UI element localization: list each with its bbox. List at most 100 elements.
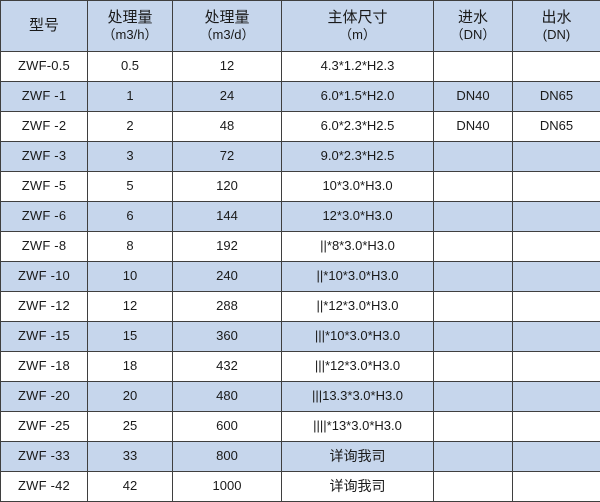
cell-flow-hourly: 0.5 <box>87 51 173 82</box>
table-row: ZWF -5 5 120 10*3.0*H3.0 <box>0 171 600 202</box>
cell-dimensions: ||*10*3.0*H3.0 <box>281 261 434 292</box>
column-header-flow-daily: 处理量 （m3/d） <box>172 0 282 52</box>
cell-flow-daily: 800 <box>172 441 282 472</box>
column-header-model-title: 型号 <box>28 17 59 35</box>
cell-flow-daily: 600 <box>172 411 282 442</box>
cell-model: ZWF -5 <box>0 171 88 202</box>
cell-model: ZWF -2 <box>0 111 88 142</box>
table-row: ZWF-0.5 0.5 12 4.3*1.2*H2.3 <box>0 51 600 82</box>
cell-dimensions: 4.3*1.2*H2.3 <box>281 51 434 82</box>
cell-outlet <box>512 261 600 292</box>
cell-model: ZWF -33 <box>0 441 88 472</box>
cell-flow-hourly: 42 <box>87 471 173 502</box>
column-header-flow-daily-title: 处理量 <box>204 9 250 27</box>
table-row: ZWF -2 2 48 6.0*2.3*H2.5 DN40 DN65 <box>0 111 600 142</box>
cell-inlet <box>433 51 513 82</box>
cell-flow-hourly: 6 <box>87 201 173 232</box>
cell-flow-hourly: 1 <box>87 81 173 112</box>
cell-outlet <box>512 381 600 412</box>
cell-outlet: DN65 <box>512 111 600 142</box>
cell-dimensions: ||*8*3.0*H3.0 <box>281 231 434 262</box>
table-row: ZWF -8 8 192 ||*8*3.0*H3.0 <box>0 231 600 262</box>
cell-inlet <box>433 351 513 382</box>
cell-flow-hourly: 18 <box>87 351 173 382</box>
cell-outlet <box>512 441 600 472</box>
cell-flow-hourly: 5 <box>87 171 173 202</box>
cell-inlet <box>433 381 513 412</box>
cell-flow-hourly: 8 <box>87 231 173 262</box>
cell-outlet <box>512 141 600 172</box>
cell-inlet <box>433 291 513 322</box>
cell-flow-daily: 240 <box>172 261 282 292</box>
cell-flow-daily: 432 <box>172 351 282 382</box>
cell-model: ZWF -20 <box>0 381 88 412</box>
cell-flow-hourly: 25 <box>87 411 173 442</box>
column-header-dimensions-title: 主体尺寸 <box>327 9 388 27</box>
column-header-model: 型号 <box>0 0 88 52</box>
cell-model: ZWF -3 <box>0 141 88 172</box>
table-row: ZWF -33 33 800 详询我司 <box>0 441 600 472</box>
cell-model: ZWF -8 <box>0 231 88 262</box>
cell-dimensions: 详询我司 <box>281 441 434 472</box>
cell-dimensions: 10*3.0*H3.0 <box>281 171 434 202</box>
cell-inlet: DN40 <box>433 81 513 112</box>
cell-outlet <box>512 51 600 82</box>
cell-model: ZWF -10 <box>0 261 88 292</box>
cell-outlet <box>512 291 600 322</box>
cell-outlet <box>512 321 600 352</box>
cell-dimensions: 9.0*2.3*H2.5 <box>281 141 434 172</box>
cell-flow-hourly: 10 <box>87 261 173 292</box>
table-row: ZWF -20 20 480 |||13.3*3.0*H3.0 <box>0 381 600 412</box>
cell-flow-daily: 120 <box>172 171 282 202</box>
cell-model: ZWF -15 <box>0 321 88 352</box>
cell-flow-hourly: 15 <box>87 321 173 352</box>
cell-model: ZWF -6 <box>0 201 88 232</box>
column-header-outlet-title: 出水 <box>541 9 572 27</box>
cell-inlet <box>433 201 513 232</box>
cell-model: ZWF -42 <box>0 471 88 502</box>
table-body: ZWF-0.5 0.5 12 4.3*1.2*H2.3 ZWF -1 1 24 … <box>0 51 600 502</box>
cell-dimensions: 6.0*2.3*H2.5 <box>281 111 434 142</box>
cell-dimensions: 12*3.0*H3.0 <box>281 201 434 232</box>
column-header-flow-daily-unit: （m3/d） <box>199 27 255 43</box>
cell-dimensions: |||13.3*3.0*H3.0 <box>281 381 434 412</box>
column-header-dimensions-unit: （m） <box>339 27 376 43</box>
table-row: ZWF -3 3 72 9.0*2.3*H2.5 <box>0 141 600 172</box>
cell-dimensions: |||*12*3.0*H3.0 <box>281 351 434 382</box>
cell-flow-daily: 288 <box>172 291 282 322</box>
header-row: 型号 处理量 （m3/h） 处理量 （m3/d） 主体尺寸 （m） 进水 （DN… <box>0 0 600 52</box>
cell-outlet <box>512 171 600 202</box>
column-header-inlet-title: 进水 <box>457 9 488 27</box>
cell-flow-daily: 48 <box>172 111 282 142</box>
cell-inlet <box>433 471 513 502</box>
cell-model: ZWF-0.5 <box>0 51 88 82</box>
cell-flow-daily: 12 <box>172 51 282 82</box>
cell-inlet <box>433 141 513 172</box>
cell-flow-daily: 144 <box>172 201 282 232</box>
cell-outlet <box>512 471 600 502</box>
table-row: ZWF -42 42 1000 详询我司 <box>0 471 600 502</box>
cell-flow-hourly: 33 <box>87 441 173 472</box>
column-header-inlet: 进水 （DN） <box>433 0 513 52</box>
cell-outlet <box>512 201 600 232</box>
cell-inlet <box>433 411 513 442</box>
cell-flow-daily: 192 <box>172 231 282 262</box>
cell-dimensions: ||||*13*3.0*H3.0 <box>281 411 434 442</box>
table-row: ZWF -18 18 432 |||*12*3.0*H3.0 <box>0 351 600 382</box>
cell-flow-daily: 72 <box>172 141 282 172</box>
cell-outlet <box>512 231 600 262</box>
cell-inlet <box>433 261 513 292</box>
cell-flow-daily: 1000 <box>172 471 282 502</box>
cell-flow-hourly: 3 <box>87 141 173 172</box>
column-header-outlet-unit: (DN) <box>542 27 571 43</box>
cell-outlet: DN65 <box>512 81 600 112</box>
table-row: ZWF -10 10 240 ||*10*3.0*H3.0 <box>0 261 600 292</box>
cell-flow-daily: 360 <box>172 321 282 352</box>
column-header-flow-hourly: 处理量 （m3/h） <box>87 0 173 52</box>
cell-outlet <box>512 351 600 382</box>
table-row: ZWF -6 6 144 12*3.0*H3.0 <box>0 201 600 232</box>
table-row: ZWF -12 12 288 ||*12*3.0*H3.0 <box>0 291 600 322</box>
column-header-flow-hourly-unit: （m3/h） <box>102 27 158 43</box>
cell-flow-hourly: 20 <box>87 381 173 412</box>
